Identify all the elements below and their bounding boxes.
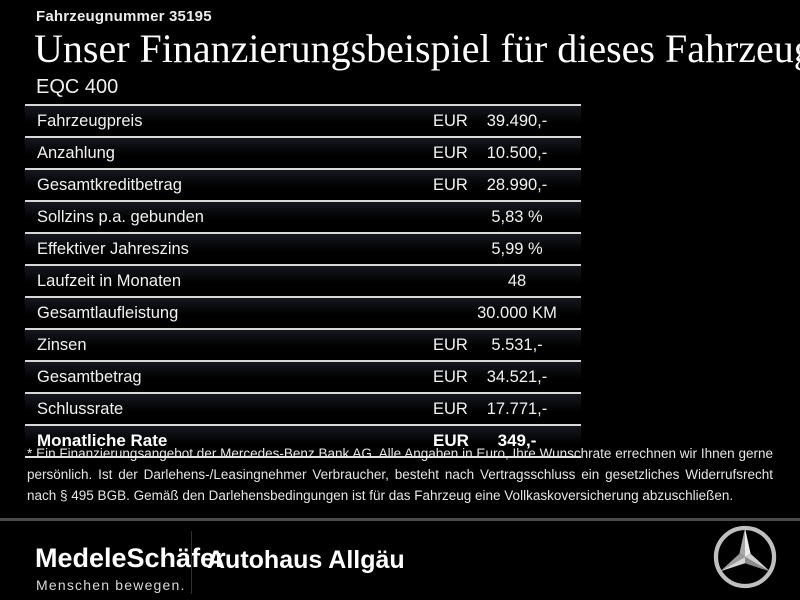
table-row: Fahrzeugpreis EUR 39.490,- (25, 104, 581, 136)
page-title: Unser Finanzierungsbeispiel für dieses F… (34, 26, 800, 71)
row-label: Fahrzeugpreis (37, 111, 143, 130)
row-currency: EUR (433, 367, 468, 386)
row-value: 349,- (497, 431, 537, 450)
financing-table: Fahrzeugpreis EUR 39.490,- Anzahlung EUR… (25, 104, 581, 458)
row-currency: EUR (433, 175, 468, 194)
row-value: 5.531,- (491, 335, 543, 354)
table-row: Gesamtbetrag EUR 34.521,- (25, 360, 581, 392)
table-row: Gesamtlaufleistung 30.000 KM (25, 296, 581, 328)
row-value: 10.500,- (486, 143, 548, 162)
row-value: 5,99 % (491, 239, 543, 258)
row-label: Gesamtlaufleistung (37, 303, 179, 322)
row-label: Monatliche Rate (37, 431, 168, 450)
table-row: Monatliche Rate EUR 349,- (25, 424, 581, 456)
table-row: Gesamtkreditbetrag EUR 28.990,- (25, 168, 581, 200)
legal-footnote: * Ein Finanzierungsangebot der Mercedes-… (27, 446, 773, 503)
row-currency: EUR (433, 335, 468, 354)
table-row: Schlussrate EUR 17.771,- (25, 392, 581, 424)
row-label: Zinsen (37, 335, 87, 354)
table-row: Effektiver Jahreszins 5,99 % (25, 232, 581, 264)
row-value: 34.521,- (486, 367, 548, 386)
mercedes-star-icon (713, 525, 777, 589)
footer-separator (0, 518, 800, 521)
footer-divider (191, 531, 192, 594)
table-row: Anzahlung EUR 10.500,- (25, 136, 581, 168)
row-value: 39.490,- (486, 111, 548, 130)
table-row: Zinsen EUR 5.531,- (25, 328, 581, 360)
row-label: Laufzeit in Monaten (37, 271, 182, 290)
vehicle-model: EQC 400 (36, 76, 119, 98)
dealer-secondary-name: Autohaus Allgäu (207, 546, 405, 574)
row-label: Gesamtkreditbetrag (37, 175, 182, 194)
dealer-logo: MedeleSchäfer (35, 543, 226, 573)
row-currency: EUR (433, 399, 468, 418)
row-value: 17.771,- (486, 399, 548, 418)
row-currency: EUR (433, 431, 469, 450)
vehicle-number: Fahrzeugnummer 35195 (36, 8, 212, 25)
table-row: Laufzeit in Monaten 48 (25, 264, 581, 296)
row-label: Anzahlung (37, 143, 115, 162)
dealer-tagline: Menschen bewegen. (36, 577, 186, 593)
table-row: Sollzins p.a. gebunden 5,83 % (25, 200, 581, 232)
row-value: 30.000 KM (477, 303, 557, 322)
row-label: Gesamtbetrag (37, 367, 142, 386)
row-currency: EUR (433, 111, 468, 130)
row-value: 5,83 % (491, 207, 543, 226)
row-label: Sollzins p.a. gebunden (37, 207, 204, 226)
row-currency: EUR (433, 143, 468, 162)
row-label: Schlussrate (37, 399, 124, 418)
row-value: 48 (507, 271, 527, 290)
row-label: Effektiver Jahreszins (37, 239, 189, 258)
row-value: 28.990,- (486, 175, 548, 194)
